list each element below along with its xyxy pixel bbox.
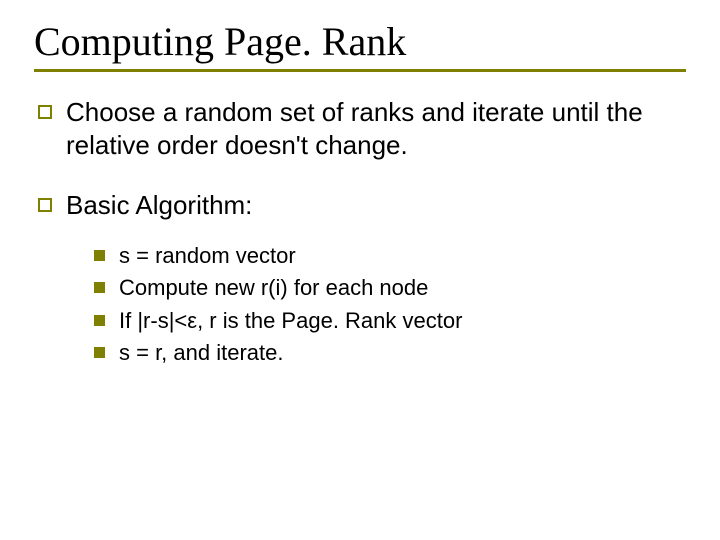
sub-bullet-group: s = random vector Compute new r(i) for e… — [38, 242, 686, 368]
bullet-item: Basic Algorithm: — [38, 189, 686, 222]
sub-bullet-text: s = random vector — [119, 242, 296, 271]
sub-bullet-text: Compute new r(i) for each node — [119, 274, 428, 303]
hollow-square-icon — [38, 105, 52, 119]
sub-bullet-item: If |r-s|<ε, r is the Page. Rank vector — [94, 307, 686, 336]
filled-square-icon — [94, 347, 105, 358]
sub-bullet-item: s = random vector — [94, 242, 686, 271]
slide-title: Computing Page. Rank — [34, 18, 686, 71]
sub-bullet-text: If |r-s|<ε, r is the Page. Rank vector — [119, 307, 462, 336]
sub-bullet-item: Compute new r(i) for each node — [94, 274, 686, 303]
filled-square-icon — [94, 315, 105, 326]
bullet-text: Choose a random set of ranks and iterate… — [66, 96, 686, 161]
sub-bullet-text: s = r, and iterate. — [119, 339, 283, 368]
filled-square-icon — [94, 250, 105, 261]
sub-bullet-item: s = r, and iterate. — [94, 339, 686, 368]
bullet-text: Basic Algorithm: — [66, 189, 252, 222]
bullet-item: Choose a random set of ranks and iterate… — [38, 96, 686, 161]
slide: Computing Page. Rank Choose a random set… — [0, 0, 720, 540]
slide-body: Choose a random set of ranks and iterate… — [34, 72, 686, 368]
filled-square-icon — [94, 282, 105, 293]
hollow-square-icon — [38, 198, 52, 212]
